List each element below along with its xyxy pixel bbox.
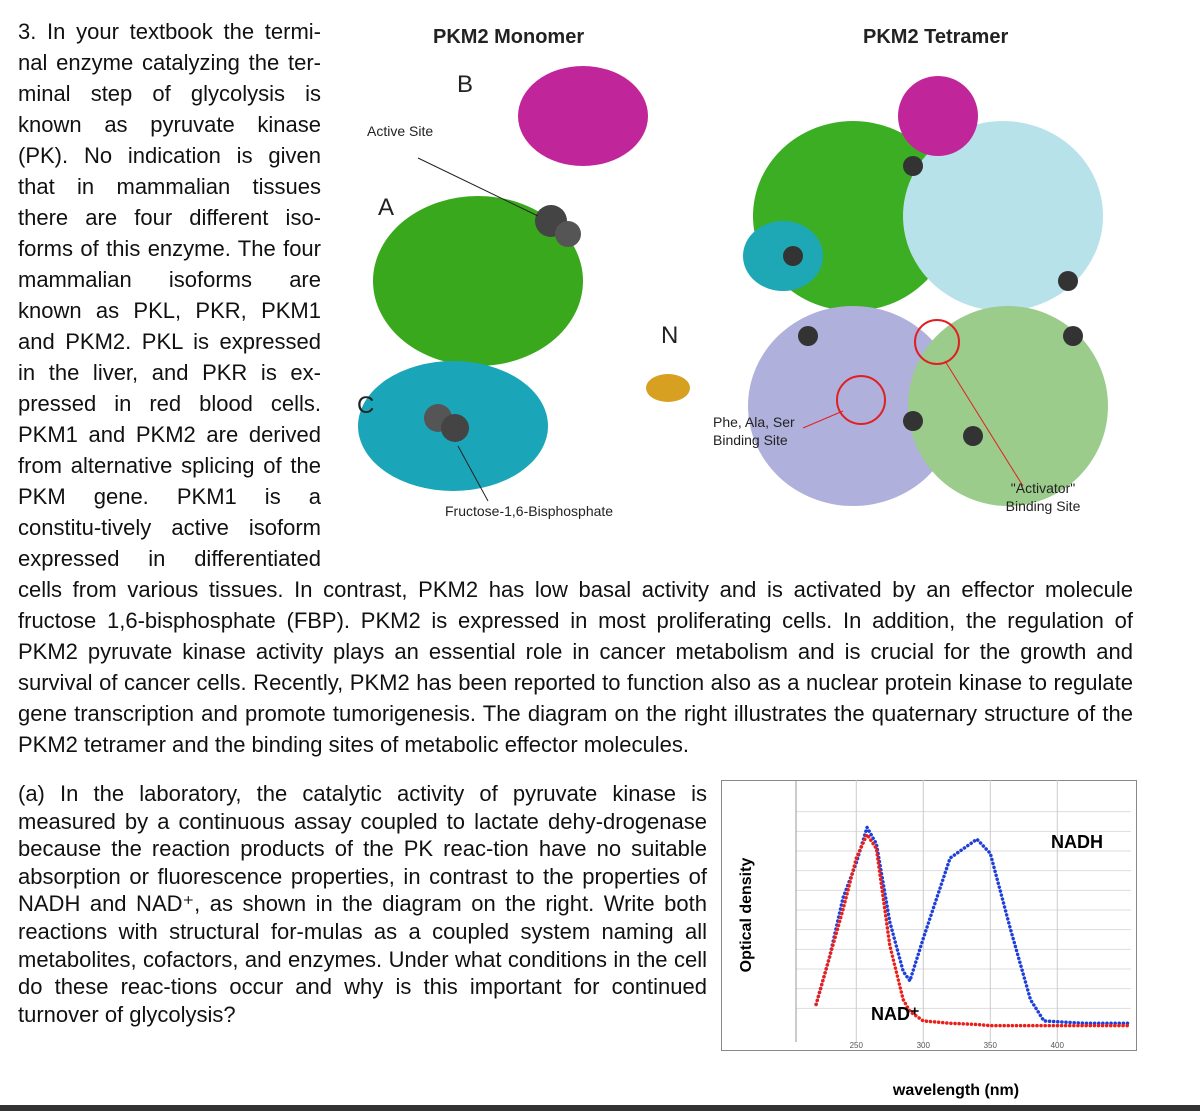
site-circle	[836, 375, 886, 425]
ligand	[783, 246, 803, 266]
domain-label: N	[661, 322, 679, 349]
domain-label: C	[357, 392, 375, 419]
x-axis-label: wavelength (nm)	[892, 1082, 1019, 1099]
spectrum-chart: 250 300 350 400 wavelength (nm) Optical densi…	[721, 780, 1151, 1115]
subunit	[908, 306, 1108, 506]
ligand	[963, 426, 983, 446]
protein-art	[358, 66, 1108, 506]
ligand	[903, 156, 923, 176]
domain-a-ribbon	[373, 196, 583, 366]
activator-site-label: "Activator" Binding Site	[1005, 480, 1081, 514]
active-site-label: Active Site	[367, 123, 434, 139]
bottom-bar	[0, 1105, 1200, 1111]
fbp-ligand	[441, 414, 469, 442]
ligand	[798, 326, 818, 346]
part-a-label: (a)	[18, 781, 45, 806]
question-text: 3. In your textbook the termi-nal enzyme…	[18, 19, 1133, 757]
domain-label: A	[378, 194, 395, 221]
tetramer-title: PKM2 Tetramer	[863, 26, 1009, 48]
subunit	[748, 306, 958, 506]
n-term-ribbon	[646, 374, 690, 402]
x-tick-label: 300	[917, 1041, 931, 1050]
pointer	[417, 157, 539, 217]
chart: 250 300 350 400 wavelength (nm) Optical densi…	[721, 780, 1137, 1099]
x-tick-label: 250	[850, 1041, 864, 1050]
document: PKM2 Monomer PKM2 Tetramer B Active Site…	[18, 16, 1137, 1115]
active-site-ligand	[555, 221, 581, 247]
fbp-label: Fructose-1,6-Bisphosphate	[445, 503, 614, 519]
series-label: NAD⁺	[871, 1004, 920, 1024]
domain-b-ribbon	[518, 66, 648, 166]
chart-frame	[721, 780, 1137, 1051]
tetramer	[743, 76, 1108, 506]
y-axis-label: Optical density	[738, 858, 755, 973]
part-a-body: In the laboratory, the catalytic activit…	[18, 781, 707, 1027]
monomer	[358, 66, 690, 502]
domain-label: B	[457, 71, 474, 98]
phe-site-label: Phe, Ala, Ser Binding Site	[713, 414, 795, 448]
site-circle	[914, 319, 960, 365]
x-tick-label: 400	[1051, 1041, 1065, 1050]
series-line	[814, 822, 1133, 1026]
pointer	[944, 360, 1024, 487]
ligand	[1058, 271, 1078, 291]
series-line	[814, 830, 1133, 1028]
series-label: NADH	[1051, 832, 1103, 852]
part-a-text: (a) In the laboratory, the catalytic act…	[18, 780, 1133, 1028]
pointer	[457, 445, 489, 502]
subunit	[903, 121, 1103, 311]
subunit	[898, 76, 978, 156]
x-tick-label: 350	[984, 1041, 998, 1050]
pointer	[802, 410, 844, 429]
ligand	[1063, 326, 1083, 346]
ligand	[903, 411, 923, 431]
protein-figure: PKM2 Monomer PKM2 Tetramer B Active Site…	[333, 16, 1133, 546]
part-a: 250 300 350 400 wavelength (nm) Optical densi…	[18, 780, 1137, 1099]
monomer-title: PKM2 Monomer	[433, 26, 585, 48]
